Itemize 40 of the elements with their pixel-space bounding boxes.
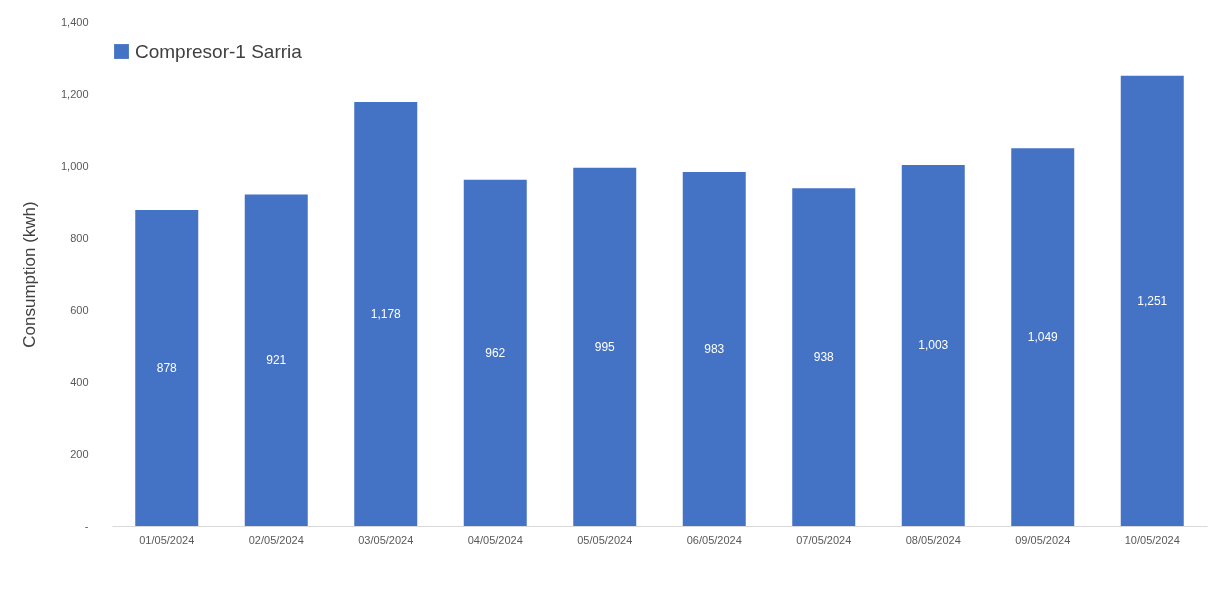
x-tick-label: 07/05/2024 xyxy=(796,533,852,546)
y-tick-label: 800 xyxy=(70,231,89,244)
x-tick-label: 10/05/2024 xyxy=(1124,533,1180,546)
x-tick-label: 05/05/2024 xyxy=(577,533,633,546)
y-tick-label: 1,000 xyxy=(60,159,89,172)
bar xyxy=(901,164,965,526)
bar xyxy=(1120,75,1184,526)
data-label: 938 xyxy=(813,350,835,365)
bar xyxy=(573,167,637,526)
bar xyxy=(1011,148,1075,526)
data-label: 983 xyxy=(704,342,725,357)
y-tick-label: 600 xyxy=(70,303,89,316)
bar xyxy=(792,188,856,526)
y-axis-title: Consumption (kwh) xyxy=(19,201,39,348)
y-tick-label: 1,200 xyxy=(60,87,89,100)
bar xyxy=(244,194,308,526)
y-tick-label: 1,400 xyxy=(60,15,89,28)
x-tick-label: 02/05/2024 xyxy=(248,533,304,546)
y-tick-label: 200 xyxy=(70,447,89,460)
x-tick-label: 09/05/2024 xyxy=(1015,533,1071,546)
data-label: 995 xyxy=(594,339,616,354)
data-label: 1,251 xyxy=(1137,293,1168,308)
bar xyxy=(135,209,199,526)
bar xyxy=(463,179,527,526)
x-tick-label: 08/05/2024 xyxy=(905,533,961,546)
x-tick-label: 01/05/2024 xyxy=(139,533,195,546)
data-label: 962 xyxy=(485,345,506,360)
data-label: 921 xyxy=(266,353,287,368)
data-label: 1,003 xyxy=(918,338,949,353)
x-tick-label: 03/05/2024 xyxy=(358,533,414,546)
x-tick-label: 06/05/2024 xyxy=(686,533,742,546)
bar xyxy=(682,172,746,526)
y-tick-label: - xyxy=(84,519,89,532)
bar xyxy=(354,101,418,526)
legend-label: Compresor-1 Sarria xyxy=(135,40,303,62)
y-tick-label: 400 xyxy=(70,375,89,388)
data-label: 878 xyxy=(156,360,178,375)
data-label: 1,178 xyxy=(370,306,402,321)
x-tick-label: 04/05/2024 xyxy=(467,533,523,546)
data-label: 1,049 xyxy=(1027,330,1059,345)
